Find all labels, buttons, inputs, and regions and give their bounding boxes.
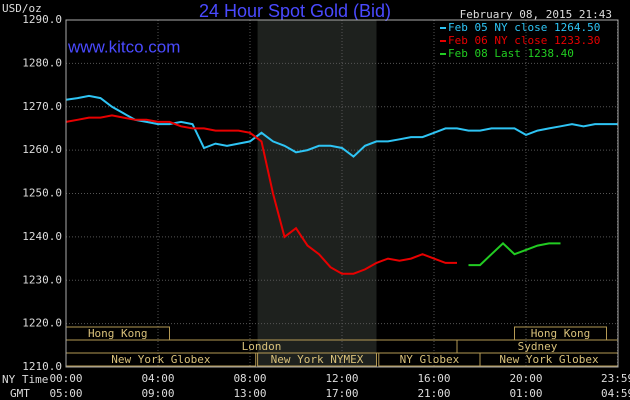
x-tick-label: 20:00	[509, 372, 542, 385]
y-tick-label: 1280.0	[22, 56, 62, 69]
y-tick-label: 1290.0	[22, 13, 62, 26]
timestamp: February 08, 2015 21:43	[460, 8, 612, 21]
x2-tick-label: 21:00	[417, 387, 450, 400]
session-shade	[257, 20, 377, 367]
session-label: New York Globex	[111, 353, 211, 366]
x2-tick-label: 05:00	[49, 387, 82, 400]
session-box	[257, 352, 377, 367]
plot-border	[65, 19, 619, 368]
y-tick-label: 1260.0	[22, 143, 62, 156]
price-line	[468, 242, 561, 267]
x2-tick-label: 04:59	[601, 387, 630, 400]
x2-tick-label: 17:00	[325, 387, 358, 400]
y-tick-label: 1250.0	[22, 187, 62, 200]
legend-label: Feb 05 NY close 1264.50	[448, 21, 600, 34]
y-tick-label: 1230.0	[22, 273, 62, 286]
x2-row-label: GMT	[10, 387, 30, 400]
x-tick-label: 00:00	[49, 372, 82, 385]
session-label: Sydney	[518, 340, 558, 353]
x-row-label: NY Time	[2, 373, 48, 386]
y-axis-label: USD/oz	[2, 2, 42, 15]
x2-tick-label: 13:00	[233, 387, 266, 400]
y-tick-label: 1210.0	[22, 360, 62, 373]
x-tick-label: 08:00	[233, 372, 266, 385]
x-tick-label: 23:59	[601, 372, 630, 385]
y-tick-label: 1270.0	[22, 100, 62, 113]
x2-tick-label: 09:00	[141, 387, 174, 400]
session-label: Hong Kong	[88, 327, 148, 340]
session-label: NY Globex	[400, 353, 460, 366]
session-label: New York NYMEX	[271, 353, 364, 366]
price-line	[65, 94, 618, 158]
y-tick-label: 1220.0	[22, 317, 62, 330]
price-line	[65, 114, 457, 275]
x2-tick-label: 01:00	[509, 387, 542, 400]
x-tick-label: 16:00	[417, 372, 450, 385]
session-label: London	[242, 340, 282, 353]
y-tick-label: 1240.0	[22, 230, 62, 243]
legend-label: Feb 08 Last 1238.40	[448, 47, 574, 60]
legend-label: Feb 06 NY close 1233.30	[448, 34, 600, 47]
x-tick-label: 12:00	[325, 372, 358, 385]
session-label: Hong Kong	[531, 327, 591, 340]
chart-title: 24 Hour Spot Gold (Bid)	[199, 1, 391, 21]
session-label: New York Globex	[499, 353, 599, 366]
source: www.kitco.com	[67, 37, 180, 56]
x-tick-label: 04:00	[141, 372, 174, 385]
